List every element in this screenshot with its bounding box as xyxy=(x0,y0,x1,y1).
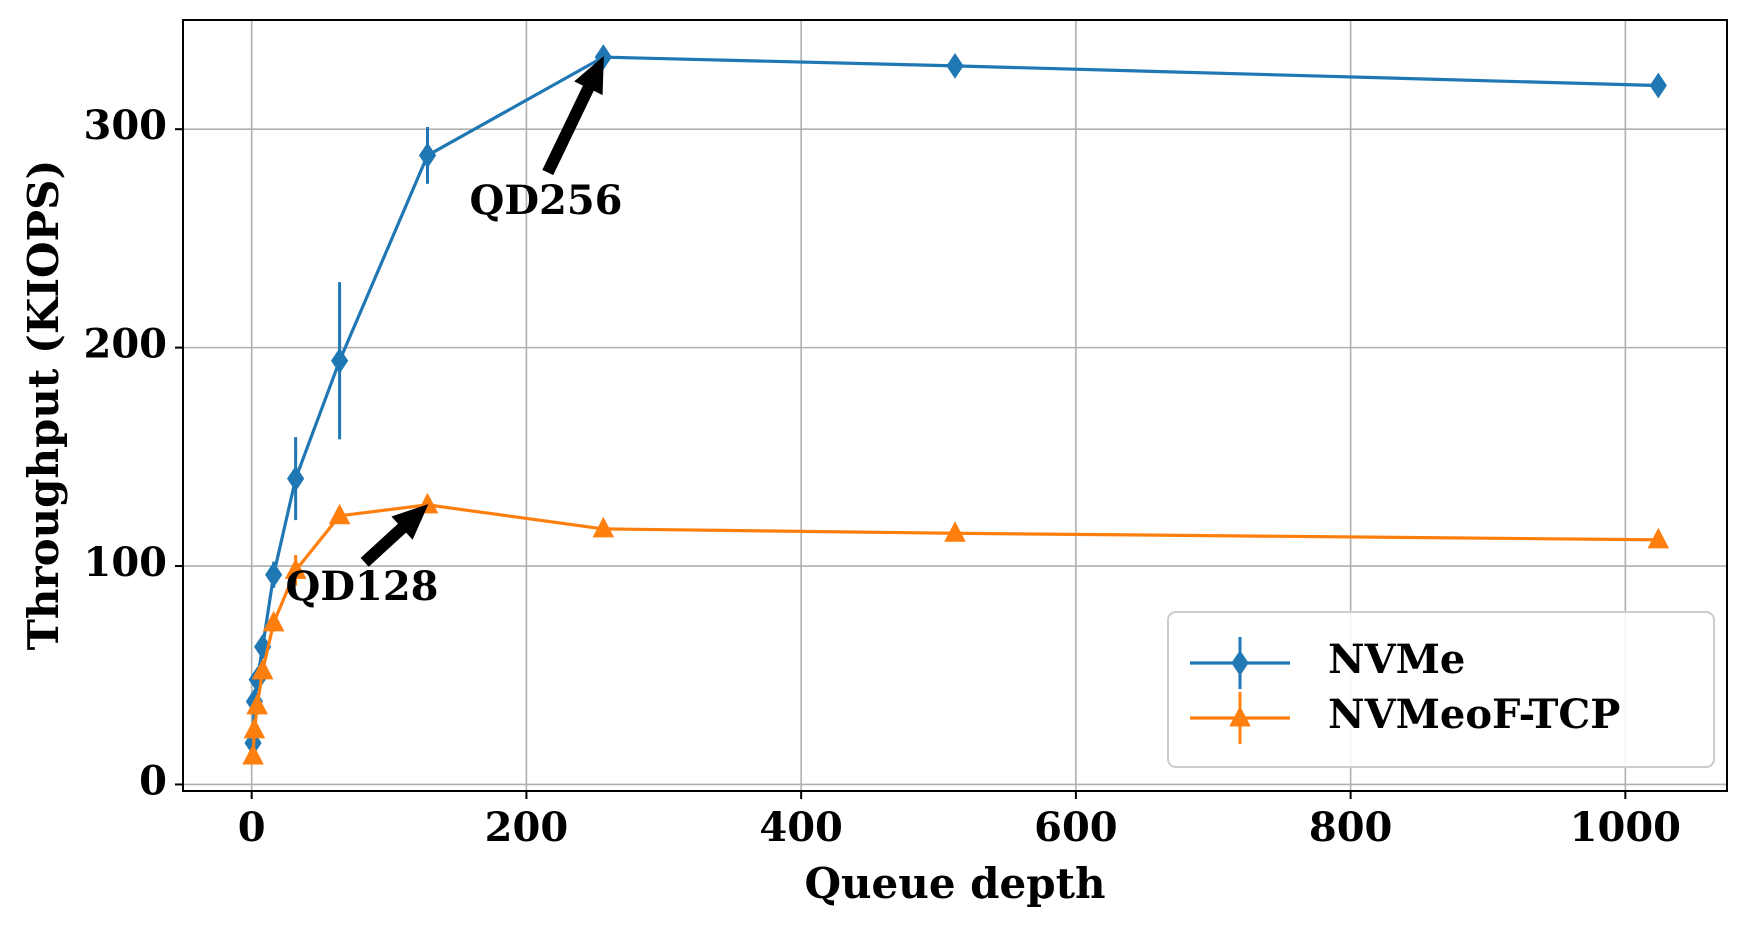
annotation-arrow xyxy=(542,55,604,176)
legend-box xyxy=(1167,611,1715,768)
y-tick-label: 100 xyxy=(84,539,168,586)
y-tick-label: 0 xyxy=(139,757,167,804)
data-point xyxy=(243,717,266,739)
data-point xyxy=(265,561,283,588)
data-point xyxy=(418,142,437,169)
data-point xyxy=(1649,72,1667,99)
data-point xyxy=(330,347,349,374)
x-tick-label: 400 xyxy=(759,804,843,851)
data-point xyxy=(944,521,966,542)
data-point xyxy=(1647,527,1670,549)
legend-label-nvmeof-tcp: NVMeoF-TCP xyxy=(1328,691,1620,738)
y-tick-label: 200 xyxy=(84,321,168,368)
annotation-label: QD128 xyxy=(285,563,438,610)
data-point xyxy=(242,743,264,765)
data-point xyxy=(284,558,307,579)
x-tick-label: 1000 xyxy=(1570,804,1681,851)
ticks: 0 200 400 600 800 1000 0 100 200 300 xyxy=(84,102,1682,851)
series-nvmeof-tcp xyxy=(242,492,1670,765)
legend-marker xyxy=(1229,705,1251,727)
annotation-arrow xyxy=(360,504,429,567)
x-axis-label: Queue depth xyxy=(804,859,1105,908)
x-tick-label: 600 xyxy=(1034,804,1118,851)
y-tick-label: 300 xyxy=(84,102,168,149)
annotations: QD256 QD128 xyxy=(285,55,623,610)
data-point xyxy=(592,516,615,538)
legend-entries xyxy=(1190,637,1290,744)
legend-label-nvme: NVMe xyxy=(1328,636,1465,683)
grid xyxy=(183,20,1727,791)
plot-frame xyxy=(182,19,1728,792)
legend-marker xyxy=(1231,650,1249,676)
data-point xyxy=(287,465,305,492)
x-tick-label: 0 xyxy=(238,804,266,851)
x-tick-label: 800 xyxy=(1309,804,1393,851)
data-point xyxy=(262,610,285,632)
data-point xyxy=(246,693,269,715)
data-point xyxy=(946,52,964,79)
annotation-label: QD256 xyxy=(469,177,622,224)
data-point xyxy=(328,503,351,525)
legend: NVMe NVMeoF-TCP xyxy=(1167,611,1715,768)
x-tick-label: 200 xyxy=(485,804,569,851)
y-axis-label: Throughput (KIOPS) xyxy=(19,160,68,651)
data-point xyxy=(251,658,274,680)
